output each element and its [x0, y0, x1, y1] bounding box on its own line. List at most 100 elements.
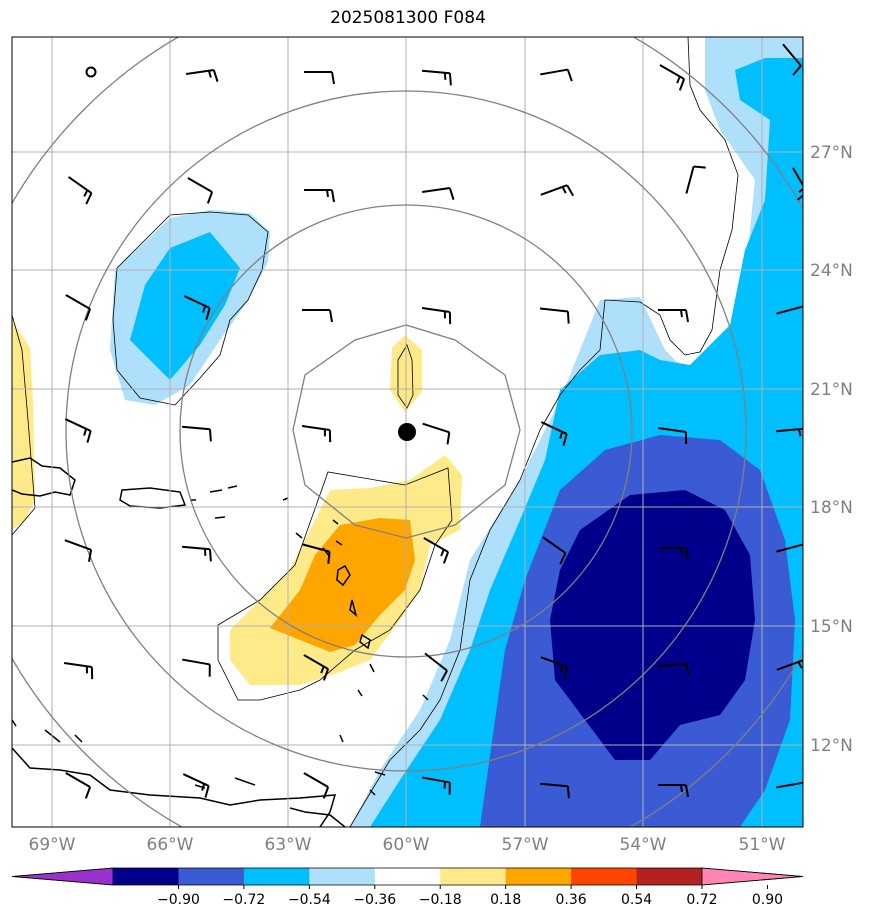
colorbar-tick-label: −0.54	[288, 892, 331, 908]
colorbar-outline	[11, 867, 804, 886]
contour-east	[349, 37, 739, 827]
wind-barb	[541, 536, 567, 565]
colorbar-segment	[309, 868, 376, 885]
wind-barb	[67, 176, 93, 205]
colorbar: −0.90 −0.72 −0.54 −0.36 −0.18 0.18 0.36 0.54 0.7…	[11, 867, 804, 908]
wind-barb	[303, 772, 330, 799]
colorbar-segment	[636, 868, 703, 885]
colorbar-extend-max	[701, 867, 804, 886]
wind-barb	[421, 187, 455, 200]
colorbar-tick-label: −0.90	[157, 892, 200, 908]
colorbar-tick-label: −0.18	[419, 892, 462, 908]
colorbar-segment	[243, 868, 310, 885]
colorbar-tick-label: 0.90	[752, 892, 783, 908]
coast-virgin-islands	[190, 485, 238, 519]
contour-west-edge	[12, 314, 36, 536]
range-ring-1	[292, 324, 521, 539]
colorbar-tick-label: 0.54	[621, 892, 652, 908]
wind-barb	[301, 425, 332, 443]
coast-puerto-rico	[119, 487, 187, 509]
map-title: 2025081300 F084	[330, 8, 486, 28]
wind-barb	[181, 545, 212, 562]
calm-wind-marker	[85, 66, 97, 78]
wind-barb	[63, 662, 94, 680]
colorbar-segment	[571, 868, 638, 885]
storm-center-marker	[398, 423, 416, 441]
wind-barb	[422, 422, 451, 445]
colorbar-segment	[505, 868, 572, 885]
coast-leewards	[282, 497, 375, 697]
wind-barb	[421, 307, 452, 325]
wind-barb	[658, 784, 689, 798]
colorbar-tick-label: 0.36	[556, 892, 587, 908]
contour-south-loop	[217, 467, 453, 701]
wind-barb	[776, 305, 803, 318]
wind-barb	[792, 167, 803, 201]
colorbar-segment	[178, 868, 245, 885]
lon-label: 51°W	[739, 835, 786, 855]
wind-barb	[183, 295, 211, 320]
wind-barb	[657, 427, 688, 445]
wind-barb	[302, 543, 331, 564]
wind-barb	[182, 773, 210, 798]
wind-barb	[304, 71, 335, 85]
lon-label: 60°W	[383, 835, 430, 855]
contour-lines	[12, 37, 739, 827]
wind-barb	[182, 658, 211, 677]
contour-west-loop	[112, 211, 269, 406]
field-navy	[550, 490, 755, 760]
colorbar-segment	[440, 868, 507, 885]
wind-barb	[187, 177, 214, 204]
wind-barb	[659, 64, 686, 91]
lat-label: 21°N	[810, 380, 853, 400]
lat-label: 12°N	[810, 736, 853, 756]
wind-barb	[658, 547, 689, 561]
colorbar-tick-label: −0.72	[222, 892, 265, 908]
wind-barb	[658, 309, 689, 323]
wind-barb	[64, 539, 93, 562]
range-rings	[12, 37, 803, 827]
wind-barb	[422, 776, 451, 795]
wind-barb	[540, 656, 569, 679]
wind-barbs	[63, 43, 803, 799]
wind-barb	[185, 69, 219, 82]
lon-labels: 69°W 66°W 63°W 60°W 57°W 54°W 51°W	[29, 835, 786, 855]
wind-barb	[302, 309, 333, 323]
wind-barb	[776, 659, 803, 672]
lon-label: 54°W	[620, 835, 667, 855]
colorbar-tick-label: 0.72	[686, 892, 717, 908]
wind-barb	[423, 537, 450, 564]
contour-north-blob	[397, 344, 414, 409]
coast-hispaniola	[12, 457, 76, 497]
map-frame	[11, 36, 804, 828]
range-ring-2	[179, 204, 633, 658]
lon-label: 66°W	[147, 835, 194, 855]
wind-barb	[540, 184, 575, 197]
range-ring-3	[65, 90, 747, 772]
wind-barb	[657, 662, 690, 676]
wind-barb	[304, 189, 335, 203]
wind-barb	[64, 418, 92, 443]
wind-barb	[782, 43, 802, 76]
coast-barbados	[422, 694, 429, 701]
lat-label: 24°N	[810, 261, 853, 281]
lat-label: 27°N	[810, 143, 853, 163]
wind-barb	[539, 782, 570, 799]
lon-label: 57°W	[502, 835, 549, 855]
lat-labels: 27°N 24°N 21°N 18°N 15°N 12°N	[810, 143, 853, 756]
wind-barb	[65, 294, 92, 321]
graticule	[12, 37, 803, 827]
wind-barb	[775, 427, 803, 441]
wind-barb	[540, 421, 568, 446]
wind-barb	[539, 307, 570, 324]
lon-label: 69°W	[29, 835, 76, 855]
wind-barb	[424, 652, 448, 682]
wind-barb	[181, 425, 212, 442]
colorbar-extend-min	[11, 867, 114, 886]
colorbar-segment	[374, 868, 441, 885]
lat-label: 15°N	[810, 617, 853, 637]
wind-barb	[421, 69, 452, 86]
wind-barb	[540, 68, 573, 82]
colorbar-tick-label: 0.18	[490, 892, 521, 908]
